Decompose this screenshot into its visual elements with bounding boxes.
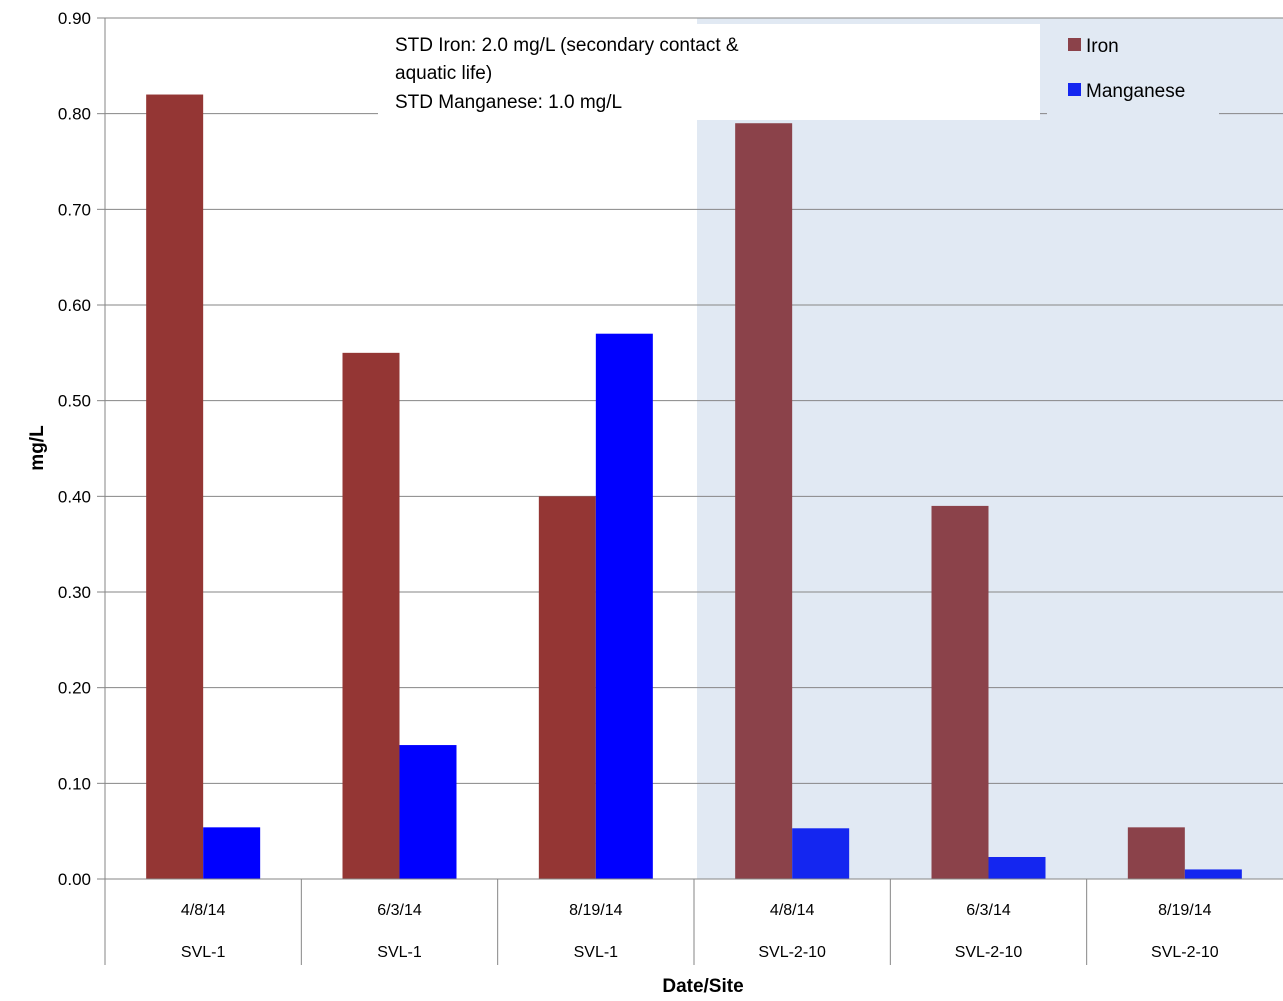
legend-label-iron: Iron (1086, 36, 1119, 57)
y-tick-label: 0.90 (58, 9, 91, 28)
x-tick-label-date: 8/19/14 (1158, 902, 1211, 919)
bar-iron-3 (735, 123, 793, 879)
bar-manganese-4 (988, 856, 1046, 879)
y-axis-title: mg/L (27, 425, 48, 471)
x-axis-title: Date/Site (662, 976, 743, 997)
legend-label-manganese: Manganese (1086, 81, 1185, 102)
legend-swatch-manganese (1068, 83, 1081, 96)
y-tick-label: 0.30 (58, 583, 91, 602)
bar-iron-4 (931, 505, 989, 879)
y-tick-label: 0.40 (58, 487, 91, 506)
y-tick-label: 0.10 (58, 774, 91, 793)
x-tick-label-site: SVL-2-10 (758, 944, 826, 961)
annotation-line-2: aquatic life) (395, 63, 492, 84)
x-tick-label-site: SVL-2-10 (955, 944, 1023, 961)
x-tick-label-date: 6/3/14 (966, 902, 1011, 919)
y-tick-label: 0.00 (58, 870, 91, 889)
bar-iron-0 (146, 94, 204, 880)
bar-manganese-3 (792, 828, 850, 879)
x-tick-label-site: SVL-2-10 (1151, 944, 1219, 961)
x-tick-label-site: SVL-1 (377, 944, 422, 961)
x-tick-label-date: 4/8/14 (770, 902, 815, 919)
x-tick-label-site: SVL-1 (181, 944, 226, 961)
annotation-background (378, 24, 1040, 120)
bar-iron-1 (342, 352, 400, 879)
axes (104, 18, 1283, 965)
x-tick-label-date: 6/3/14 (377, 902, 422, 919)
y-tick-label: 0.60 (58, 296, 91, 315)
bar-manganese-0 (203, 827, 261, 879)
x-tick-label-site: SVL-1 (574, 944, 619, 961)
y-tick-label: 0.70 (58, 200, 91, 219)
x-tick-label-date: 4/8/14 (181, 902, 226, 919)
annotation-line-3: STD Manganese: 1.0 mg/L (395, 92, 622, 113)
y-tick-label: 0.50 (58, 392, 91, 411)
legend-swatch-iron (1068, 38, 1081, 51)
bars (146, 94, 1242, 880)
bar-manganese-1 (399, 745, 457, 879)
bar-manganese-5 (1184, 869, 1242, 879)
legend: Iron Manganese (1047, 22, 1219, 120)
bar-iron-2 (538, 496, 596, 879)
bar-manganese-2 (595, 333, 653, 879)
annotation-line-1: STD Iron: 2.0 mg/L (secondary contact & (395, 35, 739, 56)
y-tick-label: 0.20 (58, 679, 91, 698)
y-tick-labels: 0.00 0.10 0.20 0.30 0.40 0.50 0.60 0.70 0.80 0.90 (58, 9, 91, 889)
bar-iron-5 (1127, 827, 1185, 879)
y-tick-label: 0.80 (58, 105, 91, 124)
legend-background (1047, 22, 1219, 120)
gridlines (97, 17, 1283, 880)
shaded-region (697, 18, 1283, 879)
x-tick-label-date: 8/19/14 (569, 902, 622, 919)
x-tick-labels: 4/8/14 SVL-1 6/3/14 SVL-1 8/19/14 SVL-1 4/8/14… (181, 902, 1219, 961)
